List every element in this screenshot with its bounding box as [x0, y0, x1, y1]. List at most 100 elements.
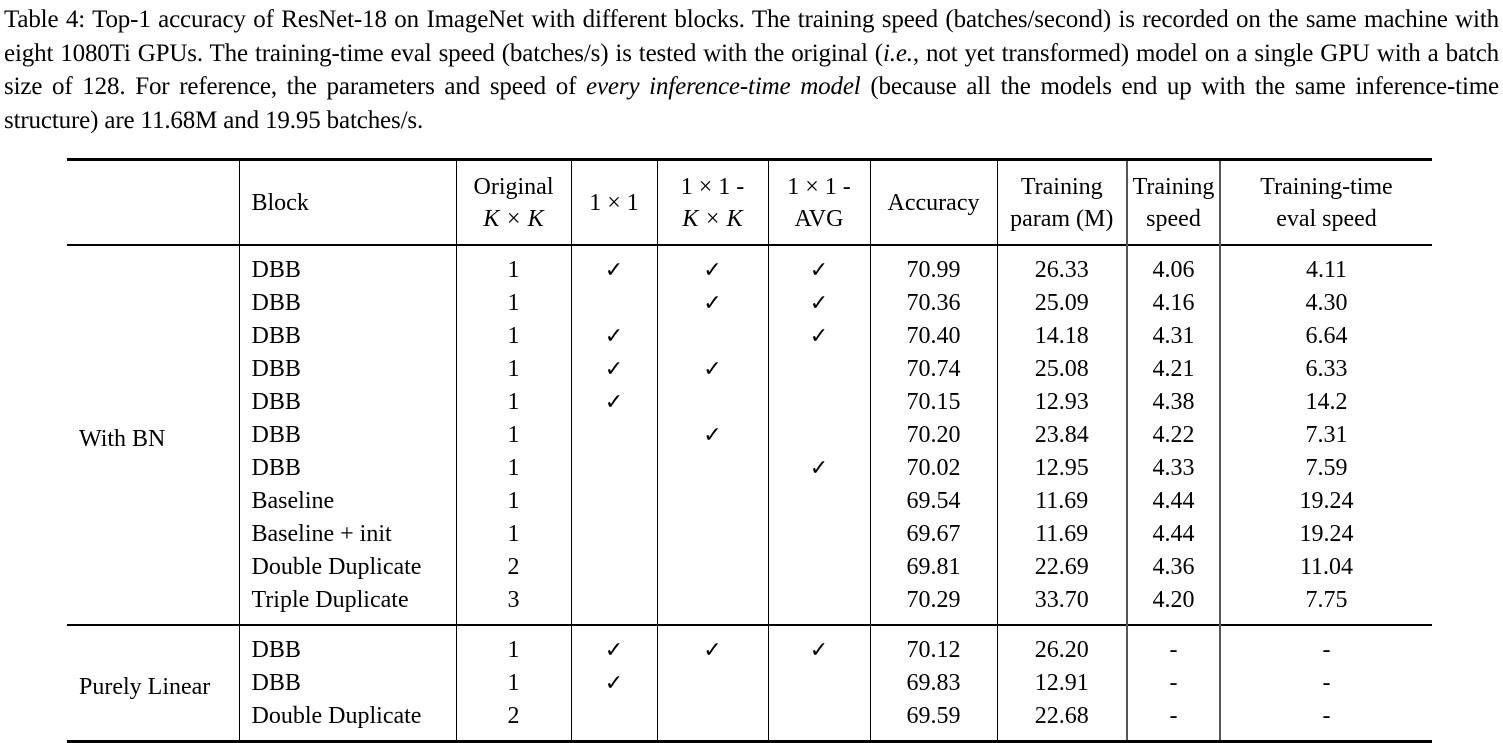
cell-training-speed: 4.33	[1126, 452, 1220, 485]
header-original: Original K × K	[455, 159, 571, 245]
cell-training-param: 22.68	[996, 700, 1127, 742]
cell-accuracy: 70.74	[869, 353, 997, 386]
table-row: DBB 1 ✓ 69.83 12.91- -	[67, 667, 1432, 700]
table-row: With BN DBB 1 ✓ ✓ ✓ 70.99 26.33 4.06 4.11	[67, 245, 1432, 452]
cell-eval-speed: 4.11	[1219, 245, 1432, 287]
cell-training-param: 14.18	[996, 320, 1127, 353]
cell-1x1-avg	[767, 584, 870, 625]
cell-accuracy: 70.36	[869, 287, 997, 320]
cell-1x1-kxk	[656, 386, 768, 419]
cell-training-speed: 4.22	[1126, 419, 1220, 452]
cell-block: DBB	[238, 625, 456, 667]
cell-training-param: 23.84	[996, 419, 1127, 452]
cell-eval-speed: -	[1219, 625, 1432, 667]
cell-original-kxk: 1	[455, 625, 571, 667]
cell-1x1: ✓	[570, 353, 657, 386]
cell-accuracy: 69.81	[869, 551, 997, 584]
cell-original-kxk: 1	[455, 353, 571, 386]
table-row: Baseline 1 69.54 11.69 4.44 19.24	[67, 485, 1432, 518]
cell-eval-speed: 14.2	[1219, 386, 1432, 419]
table-row: Purely Linear DBB 1 ✓ ✓ ✓ 70.12 26.20- -	[67, 625, 1432, 700]
header-training-param: Training param (M)	[996, 159, 1127, 245]
cell-training-param: 12.95	[996, 452, 1127, 485]
cell-accuracy: 69.59	[869, 700, 997, 742]
cell-training-speed: -	[1126, 625, 1220, 667]
cell-1x1-kxk: ✓	[656, 245, 768, 287]
cell-accuracy: 70.29	[869, 584, 997, 625]
cell-1x1-avg	[767, 419, 870, 452]
cell-block: DBB	[238, 452, 456, 485]
cell-training-param: 22.69	[996, 551, 1127, 584]
cell-1x1-kxk	[656, 584, 768, 625]
cell-training-speed: 4.31	[1126, 320, 1220, 353]
header-training-speed: Training speed	[1126, 159, 1220, 245]
table-row: DBB 1 ✓ ✓ 70.74 25.08 4.21 6.33	[67, 353, 1432, 386]
cell-eval-speed: 7.75	[1219, 584, 1432, 625]
cell-eval-speed: 4.30	[1219, 287, 1432, 320]
cell-1x1-kxk	[656, 518, 768, 551]
cell-training-param: 11.69	[996, 485, 1127, 518]
cell-1x1	[570, 518, 657, 551]
cell-1x1-avg: ✓	[767, 625, 870, 667]
header-accuracy: Accuracy	[869, 159, 997, 245]
cell-1x1-kxk	[656, 667, 768, 700]
cell-1x1: ✓	[570, 320, 657, 353]
cell-training-speed: 4.16	[1126, 287, 1220, 320]
cell-1x1-kxk: ✓	[656, 419, 768, 452]
cell-eval-speed: 6.33	[1219, 353, 1432, 386]
caption-ie: i.e.	[882, 39, 913, 67]
cell-1x1-kxk	[656, 320, 768, 353]
table-row: DBB 1 ✓ ✓ 70.40 14.18 4.31 6.64	[67, 320, 1432, 353]
cell-eval-speed: 19.24	[1219, 518, 1432, 551]
cell-1x1	[570, 584, 657, 625]
cell-eval-speed: 6.64	[1219, 320, 1432, 353]
cell-1x1	[570, 700, 657, 742]
cell-block: DBB	[238, 287, 456, 320]
cell-1x1-kxk: ✓	[656, 353, 768, 386]
cell-original-kxk: 3	[455, 584, 571, 625]
cell-original-kxk: 1	[455, 386, 571, 419]
cell-training-speed: 4.44	[1126, 485, 1220, 518]
table-row: DBB 1 ✓ 70.02 12.95 4.33 7.59	[67, 452, 1432, 485]
cell-training-speed: 4.38	[1126, 386, 1220, 419]
cell-original-kxk: 2	[455, 700, 571, 742]
cell-1x1: ✓	[570, 386, 657, 419]
header-1x1-avg: 1 × 1 - AVG	[767, 159, 870, 245]
cell-accuracy: 70.02	[869, 452, 997, 485]
cell-training-speed: 4.21	[1126, 353, 1220, 386]
cell-block: DBB	[238, 667, 456, 700]
cell-1x1-avg: ✓	[767, 287, 870, 320]
cell-original-kxk: 1	[455, 287, 571, 320]
caption-label: Table 4:	[4, 6, 86, 33]
cell-original-kxk: 1	[455, 419, 571, 452]
cell-training-speed: 4.20	[1126, 584, 1220, 625]
cell-1x1: ✓	[570, 245, 657, 287]
cell-1x1	[570, 551, 657, 584]
caption-italic: every inference-time model	[586, 73, 861, 100]
cell-1x1: ✓	[570, 625, 657, 667]
group-label: With BN	[79, 425, 166, 452]
cell-1x1	[570, 419, 657, 452]
cell-original-kxk: 1	[455, 518, 571, 551]
cell-original-kxk: 2	[455, 551, 571, 584]
cell-eval-speed: -	[1219, 667, 1432, 700]
cell-1x1-avg: ✓	[767, 245, 870, 287]
cell-training-param: 26.33	[996, 245, 1127, 287]
cell-1x1	[570, 485, 657, 518]
table-row: DBB 1 ✓ ✓ 70.36 25.09 4.16 4.30	[67, 287, 1432, 320]
table-row: DBB 1 ✓ 70.15 12.93 4.38 14.2	[67, 386, 1432, 419]
cell-1x1: ✓	[570, 667, 657, 700]
header-1x1: 1 × 1	[570, 159, 657, 245]
cell-original-kxk: 1	[455, 452, 571, 485]
cell-accuracy: 69.83	[869, 667, 997, 700]
cell-block: Baseline	[238, 485, 456, 518]
cell-block: Double Duplicate	[238, 551, 456, 584]
cell-training-speed: 4.06	[1126, 245, 1220, 287]
cell-block: DBB	[238, 353, 456, 386]
cell-eval-speed: 7.59	[1219, 452, 1432, 485]
cell-accuracy: 70.12	[869, 625, 997, 667]
cell-accuracy: 70.15	[869, 386, 997, 419]
header-group	[67, 160, 239, 246]
cell-training-param: 33.70	[996, 584, 1127, 625]
results-table-wrapper: Block Original K × K 1 × 1 1 × 1 -K × K 1…	[67, 158, 1432, 743]
